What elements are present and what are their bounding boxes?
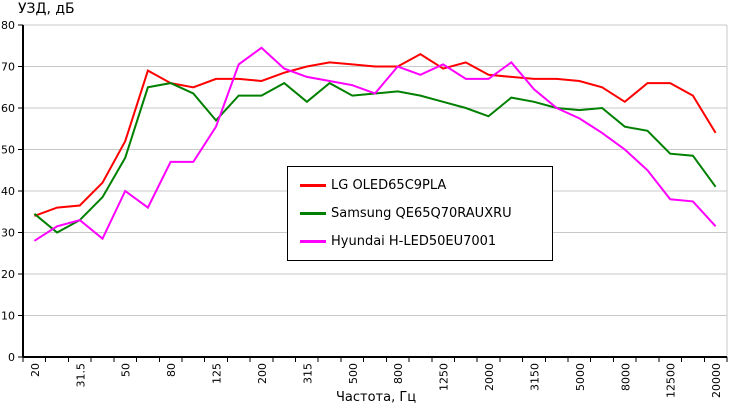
x-tick-label: 12500: [665, 363, 678, 398]
legend-label-hyundai: Hyundai H-LED50EU7001: [331, 234, 497, 250]
legend: LG OLED65C9PLA Samsung QE65Q70RAUXRU Hyu…: [287, 166, 553, 261]
y-tick-label: 60: [1, 102, 15, 115]
x-tick-label: 500: [347, 363, 360, 384]
x-tick-label: 2000: [483, 363, 496, 391]
legend-line-swatch-hyundai: [300, 240, 326, 244]
y-tick-label: 30: [1, 227, 15, 240]
x-tick-label: 200: [256, 363, 269, 384]
y-tick-label: 0: [8, 351, 15, 364]
x-tick-label: 20: [29, 363, 42, 377]
x-tick-label: 80: [165, 363, 178, 377]
legend-item-samsung: Samsung QE65Q70RAUXRU: [300, 206, 552, 221]
y-axis-title: УЗД, дБ: [18, 1, 75, 17]
x-tick-label: 315: [301, 363, 314, 384]
y-tick-label: 70: [1, 61, 15, 74]
x-tick-label: 3150: [528, 363, 541, 391]
legend-line-swatch-lg: [300, 183, 326, 187]
x-tick-label: 800: [392, 363, 405, 384]
series-line-hyundai: [33, 46, 717, 242]
y-tick-label: 80: [1, 19, 15, 32]
series-line-lg: [34, 52, 717, 217]
legend-line-swatch-samsung: [300, 211, 326, 215]
y-tick-label: 40: [1, 185, 15, 198]
x-tick-label: 31.5: [74, 363, 87, 388]
x-tick-label: 8000: [619, 363, 632, 391]
legend-item-lg: LG OLED65C9PLA: [300, 178, 552, 193]
y-tick-label: 10: [1, 310, 15, 323]
x-axis-title: Частота, Гц: [336, 390, 417, 405]
legend-item-hyundai: Hyundai H-LED50EU7001: [300, 234, 552, 249]
x-tick-label: 20000: [710, 363, 723, 398]
legend-label-lg: LG OLED65C9PLA: [331, 177, 447, 193]
x-tick-label: 1250: [438, 363, 451, 391]
y-tick-label: 20: [1, 268, 15, 281]
x-tick-label: 5000: [574, 363, 587, 391]
x-tick-label: 125: [211, 363, 224, 384]
x-tick-label: 50: [120, 363, 133, 377]
y-tick-label: 50: [1, 144, 15, 157]
legend-label-samsung: Samsung QE65Q70RAUXRU: [331, 205, 512, 221]
